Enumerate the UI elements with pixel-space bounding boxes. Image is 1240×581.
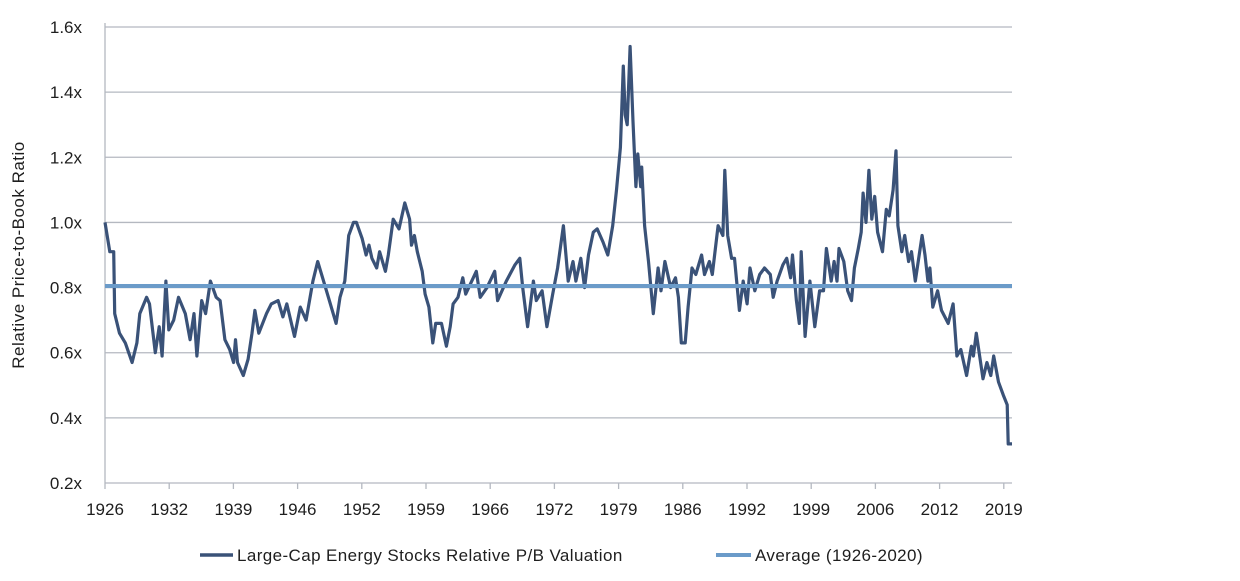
x-tick-label: 2012 bbox=[921, 500, 959, 519]
x-tick-label: 1999 bbox=[792, 500, 830, 519]
x-tick-label: 1939 bbox=[214, 500, 252, 519]
x-tick-label: 1946 bbox=[279, 500, 317, 519]
y-axis-label: Relative Price-to-Book Ratio bbox=[9, 141, 28, 369]
x-tick-label: 1972 bbox=[535, 500, 573, 519]
legend: Large-Cap Energy Stocks Relative P/B Val… bbox=[200, 546, 923, 565]
y-axis-ticks: 0.2x 0.4x 0.6x 0.8x 1.0x 1.2x 1.4x 1.6x bbox=[50, 18, 83, 493]
y-tick-label: 0.6x bbox=[50, 344, 83, 363]
y-tick-label: 0.4x bbox=[50, 409, 83, 428]
energy-relative-pb-line bbox=[103, 44, 1012, 446]
legend-label-series: Large-Cap Energy Stocks Relative P/B Val… bbox=[237, 546, 623, 565]
x-tick-label: 1959 bbox=[407, 500, 445, 519]
y-tick-label: 0.2x bbox=[50, 474, 83, 493]
x-tick-label: 1979 bbox=[600, 500, 638, 519]
x-axis: 1926 1932 1939 1946 1952 1959 1966 1972 1979 1986… bbox=[86, 23, 1023, 519]
x-tick-label: 1986 bbox=[664, 500, 702, 519]
y-tick-label: 1.2x bbox=[50, 148, 83, 167]
y-tick-label: 0.8x bbox=[50, 279, 83, 298]
y-tick-label: 1.4x bbox=[50, 83, 83, 102]
x-tick-label: 1992 bbox=[728, 500, 766, 519]
y-tick-label: 1.0x bbox=[50, 213, 83, 232]
x-tick-label: 1926 bbox=[86, 500, 124, 519]
x-tick-label: 2006 bbox=[856, 500, 894, 519]
x-tick-label: 2019 bbox=[985, 500, 1023, 519]
x-tick-label: 1932 bbox=[150, 500, 188, 519]
x-tick-label: 1952 bbox=[343, 500, 381, 519]
legend-label-average: Average (1926-2020) bbox=[755, 546, 923, 565]
y-tick-label: 1.6x bbox=[50, 18, 83, 37]
x-tick-label: 1966 bbox=[471, 500, 509, 519]
